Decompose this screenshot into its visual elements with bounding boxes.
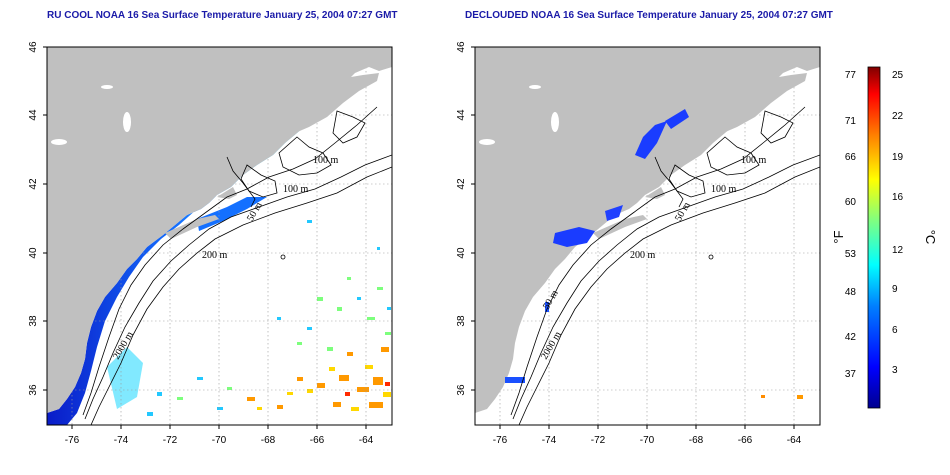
contour-label-200m: 200 m [630, 250, 656, 261]
x-tick-label: -66 [310, 435, 325, 446]
y-tick-label: 40 [28, 247, 39, 259]
colorbar-c-tick: 16 [892, 192, 904, 203]
y-tick-label: 38 [28, 315, 39, 327]
colorbar-c-tick: 19 [892, 152, 904, 163]
x-tick-label: -64 [787, 435, 802, 446]
y-tick-label: 46 [28, 41, 39, 53]
colorbar-c-ticks: 25 22 19 16 12 9 6 3 [892, 70, 904, 376]
x-axis-right [499, 425, 795, 429]
contour-label-100m-a: 100 m [313, 155, 339, 166]
colorbar-c-tick: 22 [892, 111, 904, 122]
colorbar-c-tick: 3 [892, 365, 898, 376]
x-tick-label: -74 [114, 435, 129, 446]
x-tick-label: -68 [261, 435, 276, 446]
colorbar-f-tick: 53 [845, 249, 857, 260]
x-tick-label: -66 [738, 435, 753, 446]
y-tick-label: 44 [28, 109, 39, 121]
map-panel-left: 100 m 100 m 50 m 200 m 2000 m -76 -74 -7… [28, 41, 393, 446]
colorbar-c-tick: 6 [892, 325, 898, 336]
x-tick-label: -68 [689, 435, 704, 446]
x-tick-label: -72 [591, 435, 606, 446]
colorbar: 77 71 66 60 53 48 42 37 25 22 19 16 12 9… [831, 66, 938, 409]
y-tick-label: 36 [456, 384, 467, 396]
x-axis-left [71, 425, 367, 429]
colorbar-c-tick: 9 [892, 284, 898, 295]
map-panel-right: 100 m 100 m 50 m 200 m 50 m 2000 m -76 -… [456, 41, 821, 446]
contour-label-100m-b: 100 m [711, 184, 737, 195]
y-tick-labels-right: 46 44 42 40 38 36 [456, 41, 467, 396]
x-tick-label: -74 [542, 435, 557, 446]
panel-title-right: DECLOUDED NOAA 16 Sea Surface Temperatur… [465, 10, 833, 21]
y-tick-label: 36 [28, 384, 39, 396]
colorbar-f-tick: 71 [845, 116, 857, 127]
x-tick-labels-left: -76 -74 -72 -70 -68 -66 -64 [65, 435, 374, 446]
y-tick-label: 42 [456, 178, 467, 190]
x-tick-label: -70 [640, 435, 655, 446]
colorbar-f-tick: 77 [845, 70, 857, 81]
contour-label-200m: 200 m [202, 250, 228, 261]
colorbar-c-tick: 12 [892, 245, 904, 256]
contour-label-100m-a: 100 m [741, 155, 767, 166]
colorbar-c-tick: 25 [892, 70, 904, 81]
y-tick-label: 40 [456, 247, 467, 259]
x-tick-label: -76 [65, 435, 80, 446]
y-tick-label: 44 [456, 109, 467, 121]
colorbar-f-tick: 42 [845, 332, 857, 343]
y-tick-label: 38 [456, 315, 467, 327]
colorbar-f-tick: 48 [845, 287, 857, 298]
colorbar-f-tick: 66 [845, 152, 857, 163]
panel-title-left: RU COOL NOAA 16 Sea Surface Temperature … [47, 10, 398, 21]
y-axis-left [43, 46, 47, 391]
y-tick-labels-left: 46 44 42 40 38 36 [28, 41, 39, 396]
colorbar-unit-celsius: °C [923, 230, 938, 245]
x-tick-label: -72 [163, 435, 178, 446]
colorbar-f-tick: 60 [845, 197, 857, 208]
y-tick-label: 46 [456, 41, 467, 53]
y-axis-right [471, 46, 475, 391]
sst-data-right [505, 109, 803, 399]
colorbar-unit-fahrenheit: °F [831, 230, 846, 243]
x-tick-label: -76 [493, 435, 508, 446]
colorbar-f-ticks: 77 71 66 60 53 48 42 37 [845, 70, 857, 380]
colorbar-f-tick: 37 [845, 369, 857, 380]
x-tick-label: -70 [212, 435, 227, 446]
x-tick-labels-right: -76 -74 -72 -70 -68 -66 -64 [493, 435, 802, 446]
colorbar-gradient [867, 66, 881, 409]
x-tick-label: -64 [359, 435, 374, 446]
contour-label-100m-b: 100 m [283, 184, 309, 195]
y-tick-label: 42 [28, 178, 39, 190]
